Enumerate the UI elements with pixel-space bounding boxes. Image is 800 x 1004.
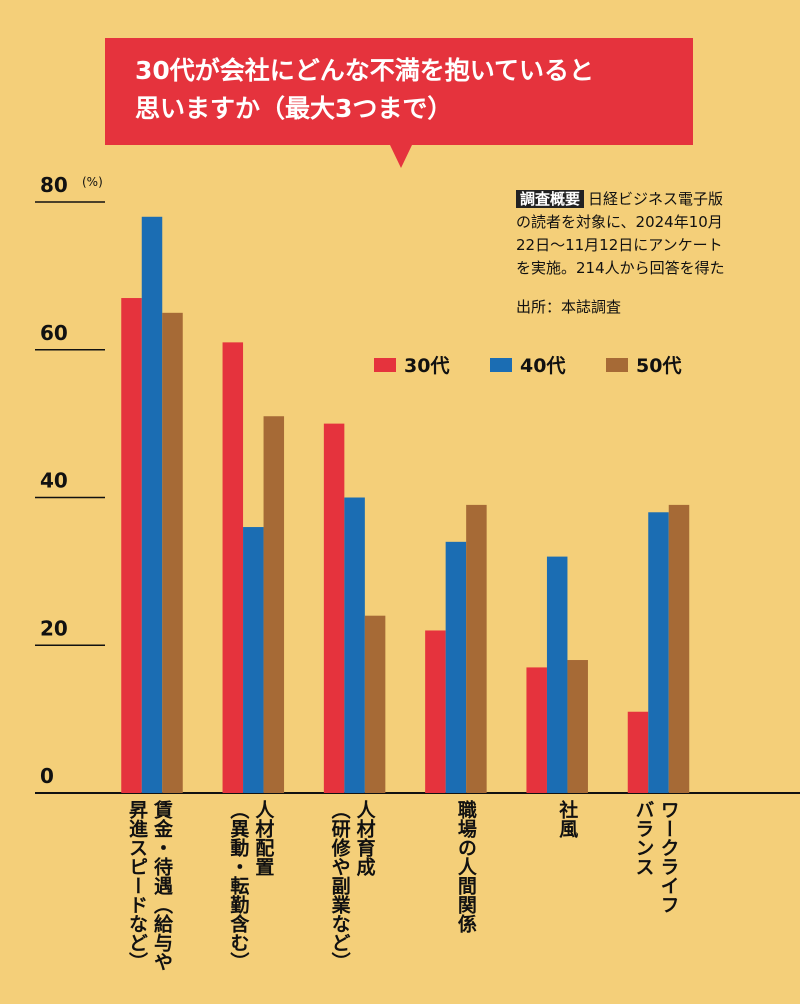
title-pointer xyxy=(390,145,412,168)
title: 30代が会社にどんな不満を抱いていると 思いますか（最大3つまで） xyxy=(105,38,693,145)
bar xyxy=(466,504,487,793)
bar xyxy=(648,512,669,793)
bar xyxy=(344,497,365,793)
unit: (%) xyxy=(82,175,103,189)
y-tick-label: 60 xyxy=(40,321,68,345)
bar xyxy=(162,312,183,793)
note-text: 日経ビジネス電子版 の読者を対象に、2024年10月 22日～11月12日にアン… xyxy=(516,190,725,277)
bar xyxy=(364,615,386,793)
note-label: 調査概要 xyxy=(516,190,585,208)
bar xyxy=(323,423,345,793)
bar xyxy=(526,667,547,793)
x-tick-label: 賃金・待遇（給与や 昇進スピードなど） xyxy=(126,800,173,971)
bar xyxy=(263,416,285,793)
y-tick-label: 40 xyxy=(40,469,68,493)
bar xyxy=(627,711,649,793)
y-tick-label: 80 xyxy=(40,173,68,197)
y-tick-label: 20 xyxy=(40,616,68,640)
legend-label: 30代 xyxy=(404,355,449,377)
bar xyxy=(567,660,588,793)
legend-label: 50代 xyxy=(636,355,681,377)
note: 調査概要 日経ビジネス電子版 の読者を対象に、2024年10月 22日～11月12… xyxy=(516,188,796,280)
bar xyxy=(425,630,446,793)
legend-swatch xyxy=(606,358,628,372)
x-tick-label: 人材配置 （異動・転勤含む） xyxy=(227,800,275,971)
bar xyxy=(121,298,142,793)
bar xyxy=(546,556,568,793)
bar xyxy=(243,527,264,793)
legend-swatch xyxy=(490,358,512,372)
x-tick-label: 職場の人間関係 xyxy=(454,800,477,933)
x-tick-label: ワークライフ バランス xyxy=(632,800,680,914)
legend-label: 40代 xyxy=(520,355,565,377)
x-tick-label: 社風 xyxy=(556,800,579,838)
source: 出所：本誌調査 xyxy=(516,298,622,316)
bar xyxy=(668,504,690,793)
x-tick-label: 人材育成 （研修や副業など） xyxy=(328,800,376,971)
bar xyxy=(445,541,467,793)
bar xyxy=(141,216,163,793)
y-tick-label: 0 xyxy=(40,764,54,788)
bar xyxy=(222,342,244,793)
legend-swatch xyxy=(374,358,396,372)
